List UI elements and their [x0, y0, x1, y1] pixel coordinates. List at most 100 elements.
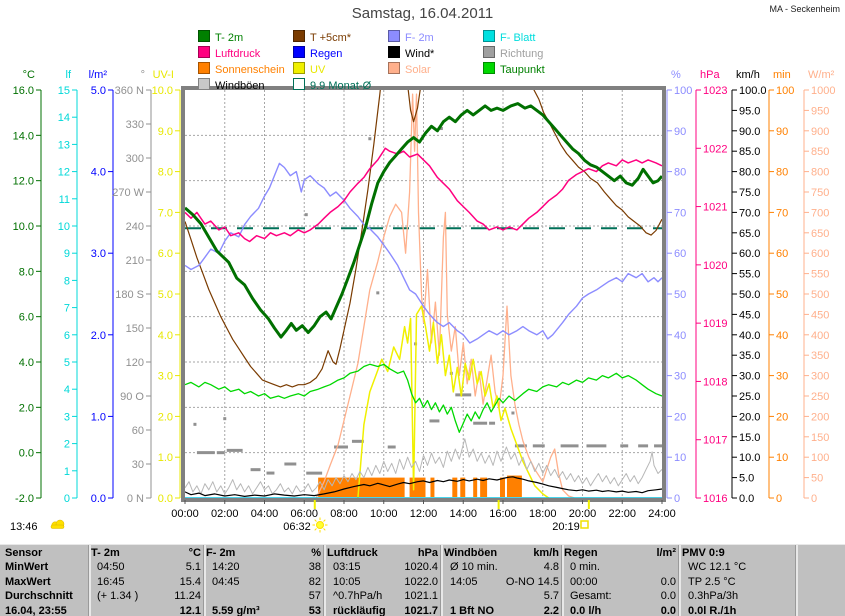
axis-tick-label: 4.0: [19, 357, 34, 369]
axis-tick-label: 1022: [703, 143, 727, 155]
table-separator: [323, 545, 326, 616]
legend-label: 9.9 Monat-Ø: [310, 80, 372, 92]
cell-label: ^0.7hPa/h: [333, 590, 383, 603]
axis-tick-label: 450: [811, 309, 829, 321]
series-solar: [315, 93, 662, 498]
legend-swatch-icon: [483, 62, 495, 74]
axis-tick-label: 0: [776, 493, 782, 505]
cell-label: 03:15: [333, 561, 361, 574]
cell-16.04, 23:55-Luftdruck: rückläufig 1021.7: [327, 604, 438, 616]
series-t-5cm: [185, 90, 662, 388]
legend-item-T- 2m: T- 2m: [198, 30, 243, 44]
axis-tick-label: 0.0: [19, 448, 34, 460]
legend-label: F- 2m: [405, 32, 434, 44]
cell-label: T- 2m: [91, 547, 120, 559]
cell-MinWert-T- 2m: 04:50 5.1: [91, 560, 201, 574]
axis-title: °C: [23, 69, 35, 81]
axis-tick-label: 10: [58, 221, 70, 233]
sensor-summary-table: Sensor MinWert MaxWert Durchschnitt 16.04, 2…: [0, 544, 845, 616]
cell-label: 14:05: [450, 575, 478, 588]
legend-label: T- 2m: [215, 32, 244, 44]
legend-swatch-icon: [293, 78, 305, 90]
axis-l/m²: 5.0 4.0 3.0 2.0 1.0 0.0 l/m²: [89, 69, 114, 505]
axis-tick-label: 1021: [703, 202, 727, 214]
cell-label: 0.0l R./1h: [688, 604, 737, 616]
time-tick-label: 22:00: [608, 508, 636, 520]
axis-tick-label: 50: [674, 289, 686, 301]
cell-label: Ø 10 min.: [450, 561, 498, 574]
cell-16.04, 23:55-T- 2m: 12.1: [91, 604, 201, 616]
cell-label: F- 2m: [206, 547, 236, 559]
axis-tick-label: 50.0: [739, 289, 760, 301]
cell-value: hPa: [417, 547, 438, 559]
axis-tick-label: 6.0: [158, 248, 173, 260]
axis-tick-label: 70.0: [739, 207, 760, 219]
axis-tick-label: 11: [59, 194, 70, 206]
cell-label: 5.59 g/m³: [212, 604, 260, 616]
cell-label: 16:45: [97, 575, 125, 588]
axis-tick-label: 60: [132, 425, 144, 437]
cell-value: 15.4: [179, 575, 201, 588]
cell-label: PMV 0:9: [682, 547, 725, 559]
axis-tick-label: 4.0: [91, 167, 106, 179]
series-wind: [185, 476, 662, 497]
time-axis: 00:00 02:00 04:00 06:00 08:00 10:00 12:00 14:00…: [171, 500, 676, 520]
cell-label: (+ 1.34 ): [97, 590, 139, 603]
axis-tick-label: 2.0: [19, 402, 34, 414]
axis-tick-label: 85.0: [739, 146, 760, 158]
legend-item-9.9 Monat-Ø: 9.9 Monat-Ø: [293, 78, 371, 92]
axis-tick-label: 6.0: [19, 312, 34, 324]
cell-MaxWert-Windböen: 14:05 O-NO 14.5: [444, 575, 559, 589]
cell-MinWert-PMV 0:9: WC 12.1 °C: [682, 560, 793, 574]
cell-label: 00:00: [570, 575, 598, 588]
axis-tick-label: 70: [776, 207, 788, 219]
legend-swatch-icon: [293, 62, 305, 74]
legend-swatch-icon: [388, 62, 400, 74]
legend-item-F- 2m: F- 2m: [388, 30, 434, 44]
cell-value: 53: [308, 604, 321, 616]
axis-tick-label: 1000: [811, 85, 835, 97]
cell-Durchschnitt-F- 2m: 57: [206, 589, 321, 603]
axis-tick-label: 12.0: [13, 176, 34, 188]
axis-tick-label: 300: [811, 371, 829, 383]
legend-label: Windböen: [215, 80, 265, 92]
axis-tick-label: 55.0: [739, 269, 760, 281]
cell-16.04, 23:55-Regen: 0.0 l/h 0.0: [564, 604, 676, 616]
axis-tick-label: 30.0: [739, 371, 760, 383]
axis-tick-label: 8: [64, 275, 70, 287]
cell-value: 0.0: [660, 575, 676, 588]
cell-value: 4.8: [543, 561, 559, 574]
cell-Sensor-F- 2m: F- 2m%: [206, 546, 321, 560]
axis-tick-label: 7.0: [158, 207, 173, 219]
legend-label: Regen: [310, 48, 343, 60]
axis-tick-label: 45.0: [739, 309, 760, 321]
legend-item-Regen: Regen: [293, 46, 342, 60]
axis-tick-label: 40: [674, 330, 686, 342]
axis-tick-label: 550: [811, 269, 829, 281]
cell-16.04, 23:55-Windböen: 1 Bft NO 2.2: [444, 604, 559, 616]
legend-swatch-icon: [293, 30, 305, 42]
axis-tick-label: 1.0: [91, 411, 106, 423]
legend-item-Solar: Solar: [388, 62, 431, 76]
axis-tick-label: 3.0: [91, 248, 106, 260]
axis-tick-label: 8.0: [158, 167, 173, 179]
axis-tick-label: 250: [811, 391, 829, 403]
axis-tick-label: 0.0: [91, 493, 106, 505]
axis-tick-label: 300: [126, 153, 144, 165]
station-label: MA - Seckenheim: [769, 4, 840, 14]
axis-tick-label: 30: [132, 459, 144, 471]
axis-tick-label: 30: [776, 371, 788, 383]
cell-label: 04:45: [212, 575, 240, 588]
table-separator: [561, 545, 564, 616]
axis-tick-label: 80.0: [739, 167, 760, 179]
series-taupunkt: [185, 363, 662, 433]
cell-label: 0 min.: [570, 561, 600, 574]
axis-tick-label: 20: [674, 411, 686, 423]
cell-value: 5.1: [185, 561, 201, 574]
legend-swatch-icon: [198, 30, 210, 42]
axis-tick-label: 200: [811, 411, 829, 423]
axis-tick-label: 750: [811, 187, 829, 199]
axis-tick-label: 20.0: [739, 411, 760, 423]
legend-item-Taupunkt: Taupunkt: [483, 62, 545, 76]
